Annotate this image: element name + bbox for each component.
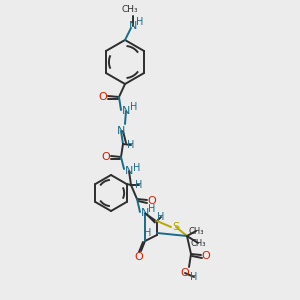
Text: O: O xyxy=(99,92,107,102)
Text: H: H xyxy=(144,228,152,238)
Text: CH₃: CH₃ xyxy=(190,238,206,247)
Text: H: H xyxy=(135,180,143,190)
Text: S: S xyxy=(172,222,180,232)
Text: N: N xyxy=(125,166,133,176)
Text: N: N xyxy=(122,106,130,116)
Polygon shape xyxy=(145,213,155,223)
Text: H: H xyxy=(130,102,138,112)
Text: O: O xyxy=(135,252,143,262)
Text: CH₃: CH₃ xyxy=(122,4,138,14)
Text: H: H xyxy=(133,163,141,173)
Text: N: N xyxy=(117,126,125,136)
Text: H: H xyxy=(127,140,135,150)
Text: O: O xyxy=(148,196,156,206)
Text: O: O xyxy=(202,251,210,261)
Text: H: H xyxy=(157,212,165,222)
Text: H: H xyxy=(136,17,144,27)
Text: N: N xyxy=(129,21,137,31)
Text: N: N xyxy=(141,208,149,218)
Text: O: O xyxy=(181,268,189,278)
Text: CH₃: CH₃ xyxy=(188,226,204,236)
Text: H: H xyxy=(190,272,198,282)
Text: H: H xyxy=(148,204,156,214)
Text: O: O xyxy=(102,152,110,162)
